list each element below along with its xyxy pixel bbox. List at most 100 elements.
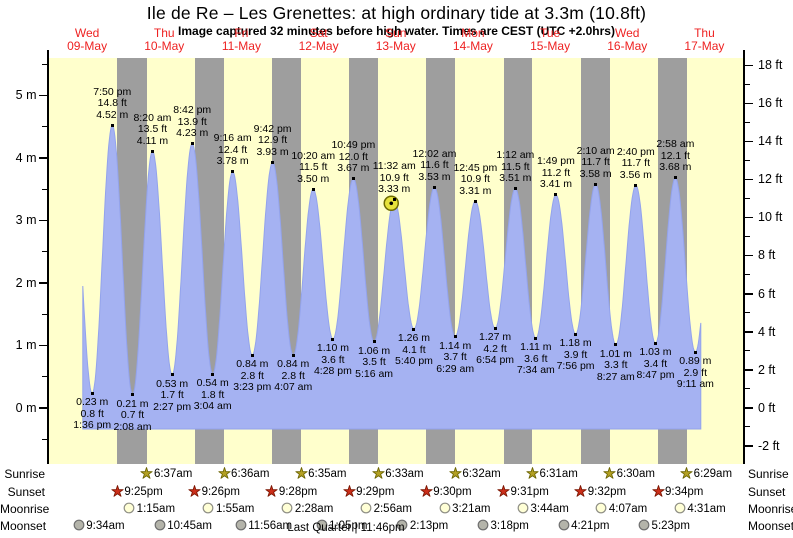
low-tide-annotation: 0.54 m 1.8 ft 3:04 am <box>177 378 249 413</box>
tide-point-dot <box>453 335 457 339</box>
tide-height-m: 0.23 m <box>76 396 109 409</box>
moon-shape <box>595 502 607 513</box>
tide-point-dot <box>110 123 114 127</box>
day-label: Fri 11-May <box>202 27 280 53</box>
tide-height-ft: 12.4 ft <box>218 143 248 156</box>
right-axis-tick <box>745 102 753 105</box>
tide-time: 4:28 pm <box>313 365 352 378</box>
tide-height-ft: 4.2 ft <box>483 342 507 355</box>
left-axis-tick-label: 2 m <box>15 275 37 290</box>
tide-point-dot <box>534 336 538 340</box>
day-label: Thu 17-May <box>665 27 743 53</box>
left-axis-tick <box>38 407 47 409</box>
tide-height-ft: 3.4 ft <box>643 357 668 370</box>
moon-shape <box>360 502 372 513</box>
moon-shape <box>316 519 327 530</box>
tide-height-m: 0.53 m <box>156 377 189 390</box>
tide-height-m: 0.21 m <box>116 397 149 410</box>
right-axis-tick-label: 2 ft <box>758 362 776 377</box>
moon-shape <box>638 519 650 530</box>
day-date: 14-May <box>452 39 493 53</box>
moon-shape <box>558 519 569 530</box>
moonset-icon <box>558 519 571 532</box>
tide-height-ft: 10.9 ft <box>379 171 409 184</box>
high-tide-annotation: 10:20 am 11.5 ft 3.50 m <box>277 150 349 186</box>
tide-height-m: 3.31 m <box>459 184 492 197</box>
right-axis-minor-tick <box>745 350 750 352</box>
astro-time: 3:21am <box>452 502 491 515</box>
tide-point-dot <box>90 391 94 395</box>
tide-time: 12:02 am <box>412 147 457 160</box>
sunrise-star-icon <box>449 467 462 480</box>
moon-shape <box>73 519 85 530</box>
right-axis-minor-tick <box>745 197 750 199</box>
tide-time: 12:45 pm <box>453 161 498 174</box>
tide-time: 5:16 am <box>355 367 394 380</box>
tide-time: 3:04 am <box>193 400 232 413</box>
page-title: Ile de Re – Les Grenettes: at high ordin… <box>146 3 647 23</box>
left-axis-tick <box>38 157 47 159</box>
moonrise-icon <box>595 502 608 515</box>
tide-height-m: 4.23 m <box>176 127 209 140</box>
tide-height-ft: 4.1 ft <box>402 343 426 356</box>
astro-row-label-left: Sunset <box>7 484 45 499</box>
day-label: Wed 09-May <box>48 27 126 53</box>
right-axis-tick-label: -2 ft <box>758 438 780 453</box>
high-tide-annotation: 10:49 pm 12.0 ft 3.67 m <box>317 140 389 175</box>
tide-time: 4:07 am <box>274 381 313 394</box>
tide-point-dot <box>653 341 657 345</box>
tide-time: 2:10 am <box>576 144 615 157</box>
left-axis-tick-label: 5 m <box>15 88 37 103</box>
tide-time: 9:42 pm <box>253 122 292 135</box>
tide-point-dot <box>554 193 558 197</box>
tide-height-ft: 11.5 ft <box>501 160 530 173</box>
sunrise-star-icon <box>295 467 308 480</box>
moon-shape <box>282 502 293 513</box>
right-axis-tick <box>745 140 753 143</box>
tide-height-ft: 3.9 ft <box>563 348 588 361</box>
left-axis-minor-tick <box>41 438 47 440</box>
moonset-icon <box>477 519 490 532</box>
tide-height-m: 1.10 m <box>316 342 349 355</box>
day-date: 09-May <box>67 39 108 53</box>
right-axis-minor-tick <box>745 83 750 85</box>
right-axis-minor-tick <box>745 121 750 123</box>
night-band <box>580 58 610 464</box>
moon-shape <box>674 502 686 513</box>
high-tide-annotation: 12:45 pm 10.9 ft 3.31 m <box>439 161 511 198</box>
tide-height-m: 4.52 m <box>96 108 129 121</box>
tide-height-ft: 13.5 ft <box>137 123 168 136</box>
tide-point-dot <box>473 199 477 203</box>
high-tide-annotation: 9:42 pm 12.9 ft 3.93 m <box>237 122 309 159</box>
moonrise-icon <box>439 502 452 515</box>
tide-time: 8:20 am <box>133 111 172 124</box>
tide-height-ft: 3.3 ft <box>604 359 628 372</box>
star-shape <box>188 484 201 497</box>
tide-point-dot <box>392 198 396 202</box>
tide-time: 11:32 am <box>372 160 416 173</box>
moon-shape <box>123 502 135 513</box>
star-shape <box>603 467 616 479</box>
sunrise-star-icon <box>603 467 616 480</box>
right-axis-tick-label: 4 ft <box>758 324 776 339</box>
right-axis-minor-tick <box>745 274 750 276</box>
tide-height-ft: 11.6 ft <box>420 159 449 172</box>
day-of-week: Mon <box>461 26 485 40</box>
tide-time: 6:29 am <box>436 362 475 375</box>
moonrise-icon <box>517 502 530 515</box>
astro-row-label-right: Moonrise <box>748 501 793 516</box>
left-axis-tick-label: 3 m <box>15 213 37 228</box>
astro-time: 9:30pm <box>433 485 472 498</box>
day-of-week: Wed <box>74 26 100 40</box>
moonset-icon <box>316 519 329 532</box>
tide-time: 7:56 pm <box>556 360 595 373</box>
sunset-star-icon <box>420 484 433 498</box>
astro-time: 3:44am <box>530 502 569 515</box>
tide-height-m: 1.18 m <box>559 337 592 350</box>
moonset-icon <box>154 519 167 532</box>
sunset-star-icon <box>188 484 201 498</box>
tide-height-m: 1.27 m <box>479 331 512 344</box>
right-axis-tick <box>745 178 753 181</box>
left-axis-tick-label: 4 m <box>15 150 37 165</box>
right-axis-tick-label: 10 ft <box>758 210 783 225</box>
